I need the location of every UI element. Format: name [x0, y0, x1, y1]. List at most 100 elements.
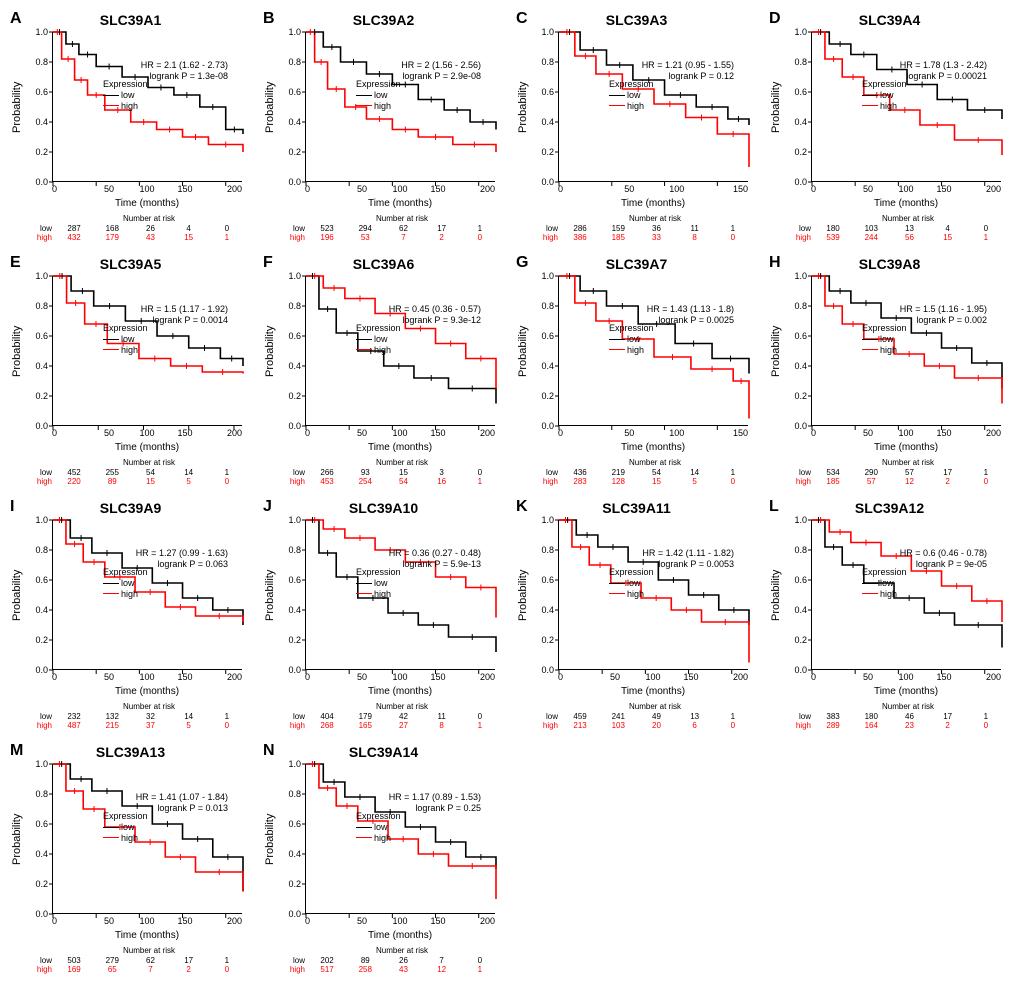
km-curve-high [812, 276, 1002, 404]
legend: Expression low high [862, 79, 907, 111]
x-ticks: 050100150200 [305, 428, 495, 438]
y-ticks: 0.00.20.40.60.81.0 [30, 764, 50, 914]
km-curve-low [306, 276, 496, 404]
risk-row-low: low28615936111 [528, 224, 752, 233]
y-ticks: 0.00.20.40.60.81.0 [536, 32, 556, 182]
risk-table: Number at risk low28615936111 high386185… [528, 214, 752, 243]
y-ticks: 0.00.20.40.60.81.0 [789, 520, 809, 670]
plot-area: HR = 2.1 (1.62 - 2.73) logrank P = 1.3e-… [52, 32, 242, 182]
km-curve-high [53, 764, 243, 892]
risk-row-high: high16965720 [22, 965, 246, 974]
panel-title: SLC39A11 [514, 500, 759, 516]
risk-table: Number at risk low40417942110 high268165… [275, 702, 499, 731]
legend: Expression low high [103, 811, 148, 843]
km-panel: K SLC39A11 Probability 0.00.20.40.60.81.… [514, 496, 759, 736]
hr-annotation: HR = 1.43 (1.13 - 1.8) logrank P = 0.002… [647, 304, 734, 327]
plot-area: HR = 1.41 (1.07 - 1.84) logrank P = 0.01… [52, 764, 242, 914]
panel-title: SLC39A12 [767, 500, 1012, 516]
risk-row-low: low2871682640 [22, 224, 246, 233]
panel-title: SLC39A3 [514, 12, 759, 28]
x-axis-label: Time (months) [52, 930, 242, 941]
risk-row-high: high185571220 [781, 477, 1005, 486]
hr-annotation: HR = 1.5 (1.16 - 1.95) logrank P = 0.002 [900, 304, 987, 327]
plot-area: HR = 1.5 (1.17 - 1.92) logrank P = 0.001… [52, 276, 242, 426]
risk-row-high: high45325454161 [275, 477, 499, 486]
risk-table: Number at risk low2871682640 high4321794… [22, 214, 246, 243]
hr-annotation: HR = 1.5 (1.17 - 1.92) logrank P = 0.001… [141, 304, 228, 327]
y-axis-label: Probability [516, 32, 530, 182]
legend: Expression low high [862, 567, 907, 599]
x-ticks: 050100150200 [52, 672, 242, 682]
km-panel: A SLC39A1 Probability 0.00.20.40.60.81.0… [8, 8, 253, 248]
km-curve-high [559, 276, 749, 419]
risk-row-high: high2681652781 [275, 721, 499, 730]
risk-row-high: high4872153750 [22, 721, 246, 730]
km-curve-high [53, 32, 243, 152]
hr-annotation: HR = 1.41 (1.07 - 1.84) logrank P = 0.01… [136, 792, 228, 815]
x-axis-label: Time (months) [558, 442, 748, 453]
legend: Expression low high [356, 567, 401, 599]
x-axis-label: Time (months) [558, 686, 748, 697]
risk-row-high: high2131032060 [528, 721, 752, 730]
x-axis-label: Time (months) [305, 442, 495, 453]
y-ticks: 0.00.20.40.60.81.0 [30, 32, 50, 182]
risk-table: Number at risk low23213232141 high487215… [22, 702, 246, 731]
plot-area: HR = 2 (1.56 - 2.56) logrank P = 2.9e-08… [305, 32, 495, 182]
x-axis-label: Time (months) [305, 198, 495, 209]
x-ticks: 050100150200 [52, 184, 242, 194]
risk-row-high: high51725843121 [275, 965, 499, 974]
x-axis-label: Time (months) [811, 442, 1001, 453]
risk-row-high: high2891642320 [781, 721, 1005, 730]
hr-annotation: HR = 1.78 (1.3 - 2.42) logrank P = 0.000… [900, 60, 987, 83]
legend: Expression low high [356, 811, 401, 843]
y-ticks: 0.00.20.40.60.81.0 [536, 276, 556, 426]
risk-row-high: high220891550 [22, 477, 246, 486]
risk-table: Number at risk low45924149131 high213103… [528, 702, 752, 731]
legend: Expression low high [609, 79, 654, 111]
x-axis-label: Time (months) [305, 930, 495, 941]
panel-title: SLC39A14 [261, 744, 506, 760]
risk-table: Number at risk low43621954141 high283128… [528, 458, 752, 487]
y-ticks: 0.00.20.40.60.81.0 [283, 764, 303, 914]
y-axis-label: Probability [769, 520, 783, 670]
x-ticks: 050100150200 [558, 672, 748, 682]
x-axis-label: Time (months) [305, 686, 495, 697]
km-curve-low [306, 520, 496, 652]
x-ticks: 050100150200 [305, 916, 495, 926]
x-axis-label: Time (months) [52, 686, 242, 697]
risk-row-high: high3861853380 [528, 233, 752, 242]
risk-row-low: low1801031340 [781, 224, 1005, 233]
plot-area: HR = 1.27 (0.99 - 1.63) logrank P = 0.06… [52, 520, 242, 670]
panel-title: SLC39A1 [8, 12, 253, 28]
km-grid: A SLC39A1 Probability 0.00.20.40.60.81.0… [8, 8, 1012, 980]
legend: Expression low high [103, 323, 148, 355]
km-curve-high [306, 276, 496, 389]
x-axis-label: Time (months) [811, 686, 1001, 697]
y-axis-label: Probability [10, 764, 24, 914]
km-curve-high [559, 32, 749, 167]
legend: Expression low high [862, 323, 907, 355]
y-axis-label: Probability [263, 32, 277, 182]
y-axis-label: Probability [516, 520, 530, 670]
x-ticks: 050100150200 [811, 184, 1001, 194]
y-axis-label: Probability [10, 276, 24, 426]
y-axis-label: Probability [10, 32, 24, 182]
x-ticks: 050100150200 [52, 428, 242, 438]
risk-table: Number at risk low52329462171 high196537… [275, 214, 499, 243]
plot-area: HR = 1.5 (1.16 - 1.95) logrank P = 0.002… [811, 276, 1001, 426]
risk-row-low: low43621954141 [528, 468, 752, 477]
risk-row-low: low50327962171 [22, 956, 246, 965]
plot-area: HR = 1.42 (1.11 - 1.82) logrank P = 0.00… [558, 520, 748, 670]
km-panel: D SLC39A4 Probability 0.00.20.40.60.81.0… [767, 8, 1012, 248]
risk-row-low: low202892670 [275, 956, 499, 965]
legend: Expression low high [356, 79, 401, 111]
y-axis-label: Probability [10, 520, 24, 670]
panel-title: SLC39A8 [767, 256, 1012, 272]
km-panel: H SLC39A8 Probability 0.00.20.40.60.81.0… [767, 252, 1012, 492]
y-ticks: 0.00.20.40.60.81.0 [283, 276, 303, 426]
panel-title: SLC39A6 [261, 256, 506, 272]
y-axis-label: Probability [516, 276, 530, 426]
x-axis-label: Time (months) [52, 198, 242, 209]
panel-title: SLC39A10 [261, 500, 506, 516]
y-ticks: 0.00.20.40.60.81.0 [536, 520, 556, 670]
